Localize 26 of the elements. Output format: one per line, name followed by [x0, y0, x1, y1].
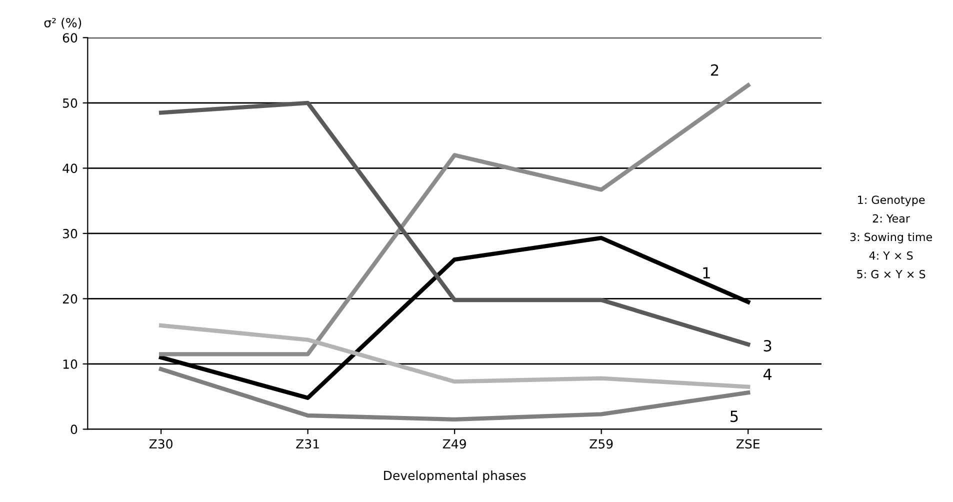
y-tick-label: 30: [63, 228, 78, 238]
y-tick-label: 50: [63, 98, 78, 108]
series-label: 5: [730, 410, 738, 422]
text: 1: Genotype: [858, 196, 925, 206]
x-tick-label: ZSE: [736, 439, 760, 449]
x-tick-label: Z59: [590, 439, 613, 449]
series-label: 1: [703, 267, 710, 278]
series-label: 4: [763, 368, 772, 380]
x-axis-title: Developmental phases: [384, 470, 526, 483]
x-tick-label: Z49: [442, 439, 466, 449]
text: 3: Sowing time: [850, 232, 932, 244]
x-tick-label: Z31: [296, 439, 319, 449]
line-series: [158, 367, 750, 422]
y-tick-label: 60: [62, 33, 78, 43]
line-series: [158, 323, 750, 389]
x-tick-label: Z30: [149, 439, 172, 449]
y-tick-label: 10: [63, 359, 78, 369]
y-tick-label: 40: [62, 164, 78, 174]
y-tick-label: 20: [62, 294, 78, 304]
y-axis-title: σ² (%): [44, 18, 82, 29]
text: 4: Y × S: [869, 251, 913, 260]
series-label: 3: [764, 340, 772, 352]
text: 2: Year: [872, 214, 910, 223]
text: 5: G × Y × S: [857, 270, 926, 278]
series-label: 2: [711, 64, 718, 76]
y-tick-label: 0: [70, 424, 78, 434]
